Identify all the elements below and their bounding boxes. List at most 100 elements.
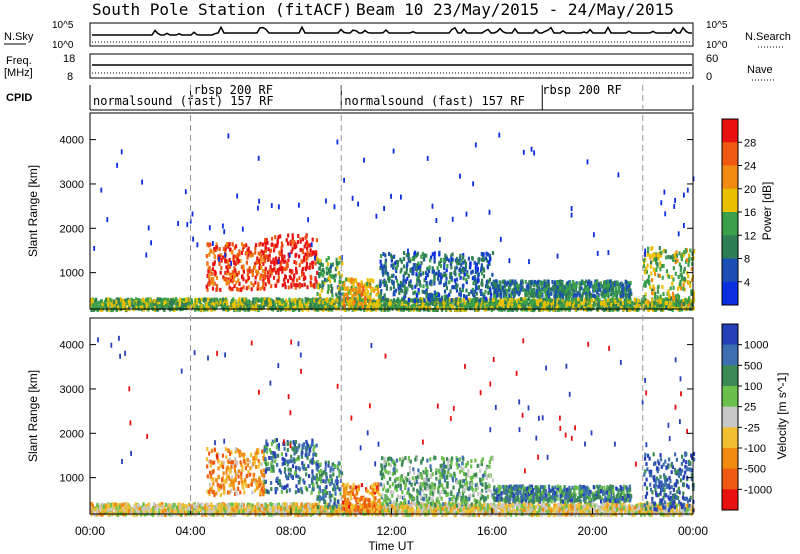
echo-cell	[508, 301, 511, 306]
echo-cell	[427, 302, 430, 307]
echo-cell	[586, 159, 589, 165]
echo-cell	[512, 299, 515, 304]
echo-cell	[356, 282, 359, 286]
echo-cell	[306, 297, 309, 302]
echo-cell	[577, 301, 580, 306]
echo-cell	[485, 296, 488, 301]
echo-cell	[511, 303, 514, 308]
echo-cell	[422, 271, 425, 276]
echo-cell	[259, 252, 262, 256]
echo-cell	[642, 264, 646, 269]
echo-cell	[570, 212, 573, 218]
echo-cell	[309, 283, 313, 288]
echo-cell	[368, 303, 371, 308]
echo-cell	[329, 297, 332, 302]
echo-cell	[495, 297, 498, 302]
echo-cell	[191, 211, 194, 217]
echo-cell	[450, 275, 453, 280]
echo-cell	[593, 232, 595, 238]
echo-cell	[614, 299, 617, 304]
echo-cell	[182, 300, 185, 305]
echo-cell	[280, 241, 283, 246]
echo-cell	[198, 299, 201, 304]
echo-cell	[223, 304, 226, 309]
echo-cell	[628, 307, 631, 312]
echo-cell	[477, 285, 480, 290]
echo-cell	[358, 306, 361, 311]
echo-cell	[233, 245, 236, 250]
echo-cell	[480, 263, 483, 268]
echo-cell	[245, 279, 248, 284]
echo-cell	[647, 307, 650, 312]
echo-cell	[643, 258, 646, 263]
echo-cell	[338, 290, 341, 295]
echo-cell	[620, 297, 623, 302]
echo-cell	[620, 291, 623, 296]
echo-cell	[130, 297, 133, 302]
echo-cell	[232, 254, 235, 259]
echo-cell	[622, 288, 625, 293]
echo-cell	[650, 298, 654, 303]
echo-cell	[431, 296, 434, 301]
echo-cell	[238, 281, 241, 286]
echo-cell	[321, 280, 324, 285]
echo-cell	[363, 298, 366, 303]
echo-cell	[676, 293, 679, 298]
echo-cell	[455, 277, 459, 282]
echo-cell	[186, 297, 189, 302]
echo-cell	[499, 294, 502, 299]
echo-cell	[342, 295, 345, 300]
echo-cell	[441, 295, 444, 300]
echo-cell	[358, 299, 361, 304]
echo-cell	[409, 279, 412, 284]
echo-cell	[335, 261, 338, 266]
echo-cell	[570, 285, 573, 290]
echo-cell	[284, 259, 287, 264]
echo-cell	[456, 283, 459, 288]
echo-cell	[296, 240, 299, 245]
echo-cell	[598, 287, 602, 292]
nsky-label: N.Sky	[4, 31, 34, 43]
echo-cell	[372, 278, 375, 283]
echo-cell	[91, 299, 94, 303]
echo-cell	[574, 297, 577, 302]
echo-cell	[226, 305, 229, 310]
echo-cell	[501, 301, 504, 306]
echo-cell	[545, 283, 548, 288]
echo-cell	[665, 269, 668, 274]
echo-cell	[459, 298, 462, 303]
echo-cell	[672, 266, 675, 271]
echo-cell	[483, 303, 487, 308]
echo-cell	[162, 298, 165, 303]
echo-cell	[423, 290, 426, 295]
echo-cell	[504, 280, 507, 285]
echo-cell	[445, 276, 448, 281]
echo-cell	[679, 301, 682, 306]
echo-cell	[617, 304, 620, 309]
echo-cell	[522, 149, 525, 155]
echo-cell	[276, 240, 279, 245]
echo-cell	[255, 269, 258, 274]
nave-tick-bottom: 0	[706, 71, 712, 83]
echo-cell	[315, 298, 318, 303]
echo-cell	[564, 285, 567, 290]
echo-cell	[492, 280, 495, 285]
echo-cell	[149, 298, 152, 303]
echo-cell	[598, 305, 601, 310]
echo-cell	[435, 297, 438, 302]
echo-cell	[208, 274, 211, 279]
echo-cell	[684, 249, 687, 254]
echo-cell	[589, 304, 592, 309]
echo-cell	[343, 307, 347, 312]
echo-cell	[215, 305, 218, 310]
echo-cell	[519, 280, 523, 285]
echo-cell	[690, 289, 693, 294]
echo-cell	[304, 241, 307, 246]
echo-cell	[364, 296, 367, 301]
echo-cell	[227, 244, 230, 249]
echo-cell	[438, 260, 441, 265]
echo-cell	[487, 260, 490, 265]
echo-cell	[311, 299, 314, 304]
echo-cell	[363, 283, 366, 288]
echo-cell	[426, 155, 429, 161]
